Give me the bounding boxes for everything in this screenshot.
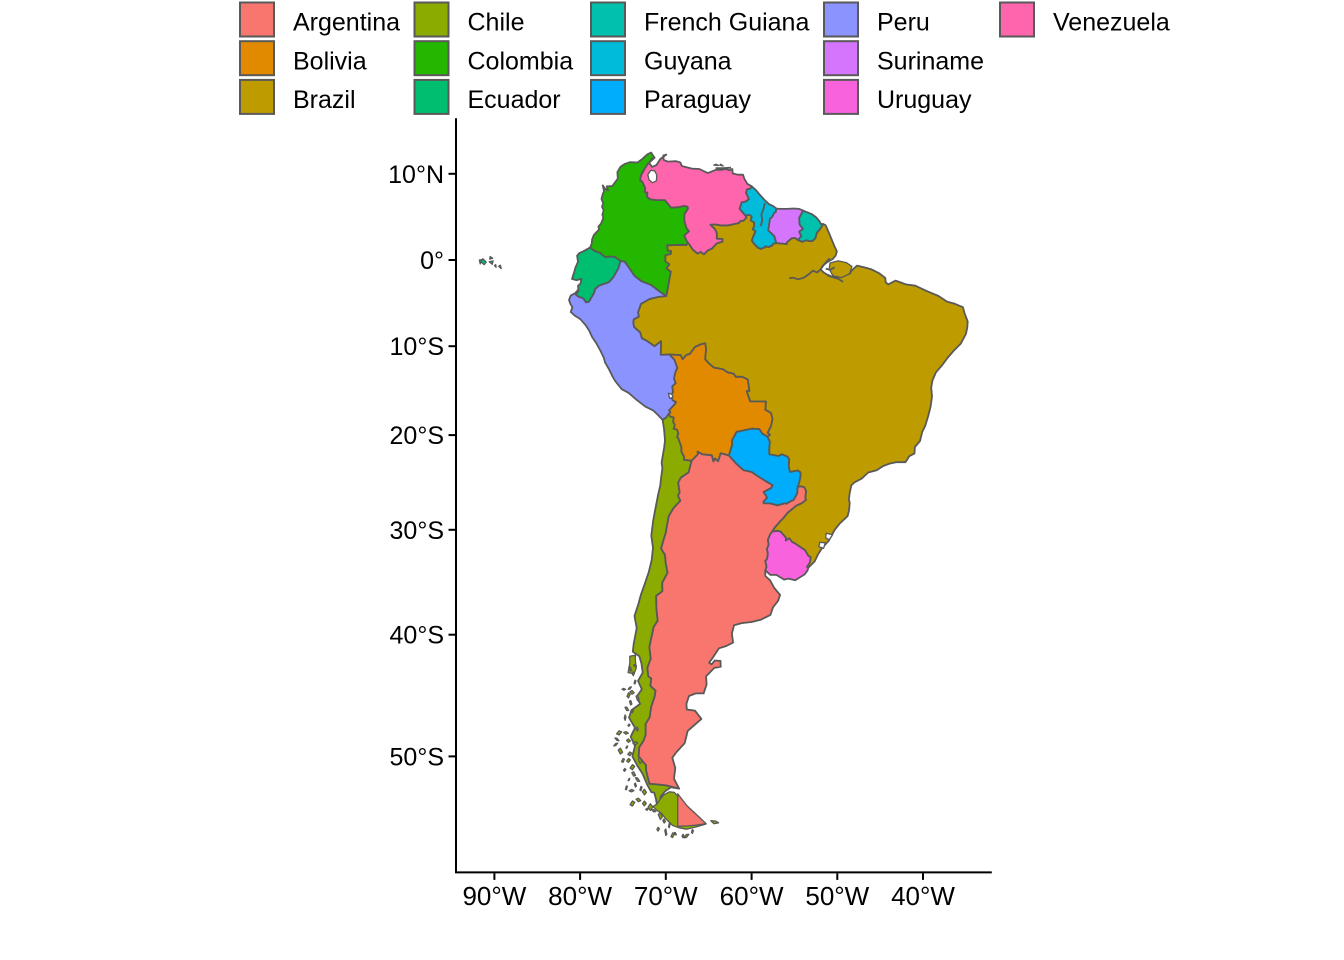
- svg-text:20°S: 20°S: [390, 422, 444, 450]
- svg-text:60°W: 60°W: [720, 881, 784, 911]
- svg-text:50°S: 50°S: [390, 743, 444, 771]
- svg-text:10°S: 10°S: [390, 333, 444, 361]
- svg-text:Paraguay: Paraguay: [644, 86, 752, 114]
- svg-text:Chile: Chile: [468, 9, 525, 37]
- svg-text:0°: 0°: [420, 247, 444, 275]
- svg-text:Brazil: Brazil: [293, 86, 356, 114]
- svg-text:Ecuador: Ecuador: [468, 86, 561, 114]
- svg-text:Uruguay: Uruguay: [877, 86, 972, 114]
- svg-text:90°W: 90°W: [462, 881, 526, 911]
- svg-text:Suriname: Suriname: [877, 47, 984, 75]
- svg-text:Colombia: Colombia: [468, 47, 574, 75]
- svg-text:80°W: 80°W: [548, 881, 612, 911]
- svg-text:Peru: Peru: [877, 9, 930, 37]
- svg-text:70°W: 70°W: [634, 881, 698, 911]
- svg-text:40°W: 40°W: [891, 881, 955, 911]
- svg-text:French Guiana: French Guiana: [644, 9, 809, 37]
- svg-text:Bolivia: Bolivia: [293, 47, 367, 75]
- svg-text:Argentina: Argentina: [293, 9, 400, 37]
- svg-text:Venezuela: Venezuela: [1053, 9, 1170, 37]
- svg-text:30°S: 30°S: [390, 517, 444, 545]
- svg-text:40°S: 40°S: [390, 622, 444, 650]
- svg-text:Guyana: Guyana: [644, 47, 732, 75]
- svg-text:10°N: 10°N: [388, 161, 444, 189]
- svg-text:50°W: 50°W: [805, 881, 869, 911]
